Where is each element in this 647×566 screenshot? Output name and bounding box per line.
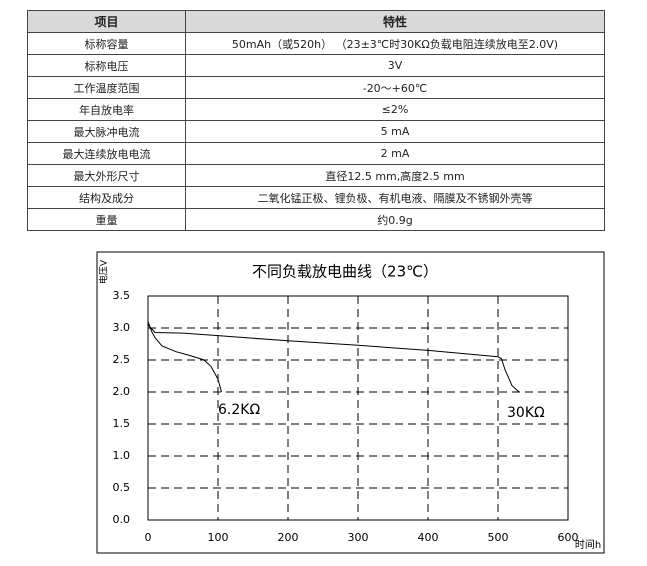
y-tick-label: 2.5 (113, 353, 131, 366)
chart-title: 不同负载放电曲线（23℃） (252, 263, 438, 281)
x-tick-label: 200 (278, 531, 299, 544)
y-tick-label: 3.0 (113, 321, 131, 334)
x-tick-label: 500 (488, 531, 509, 544)
table-row: 重量 约0.9g (27, 208, 605, 231)
item-cell: 结构及成分 (27, 186, 186, 209)
header-cell: 特性 (185, 10, 605, 33)
data-line (147, 321, 222, 393)
x-tick-label: 400 (418, 531, 439, 544)
y-tick-label: 0.5 (113, 481, 131, 494)
data-line (147, 324, 520, 393)
x-tick-label: 600 (558, 531, 579, 544)
x-axis-label: 时间h (575, 538, 601, 551)
value-cell: 约0.9g (185, 208, 605, 231)
header-cell: 项目 (27, 10, 186, 33)
header-row: 项目 特性 (27, 10, 605, 33)
item-cell: 最大外形尺寸 (27, 164, 186, 187)
y-axis-label: 电压V (98, 259, 110, 284)
item-cell: 重量 (27, 208, 186, 231)
table-row: 最大外形尺寸 直径12.5 mm,高度2.5 mm (27, 164, 605, 187)
x-tick-label: 300 (348, 531, 369, 544)
chart-frame (96, 251, 605, 554)
plot-frame (147, 295, 569, 521)
series-label: 30KΩ (507, 405, 545, 421)
y-tick-label: 0.0 (113, 513, 131, 526)
spec-table: 项目 特性 标称容量 50mAh（或520h） （23±3℃时30KΩ负载电阻连续… (27, 10, 605, 231)
y-tick-label: 1.0 (113, 449, 131, 462)
y-tick-label: 2.0 (113, 385, 131, 398)
y-tick-label: 1.5 (113, 417, 131, 430)
series-label: 6.2KΩ (218, 402, 260, 418)
value-cell: 直径12.5 mm,高度2.5 mm (185, 164, 605, 187)
x-tick-label: 0 (145, 531, 152, 544)
y-tick-label: 3.5 (113, 289, 131, 302)
x-tick-label: 100 (208, 531, 229, 544)
table-row: 年自放电率 ≤2% (27, 98, 605, 121)
item-cell: 年自放电率 (27, 98, 186, 121)
